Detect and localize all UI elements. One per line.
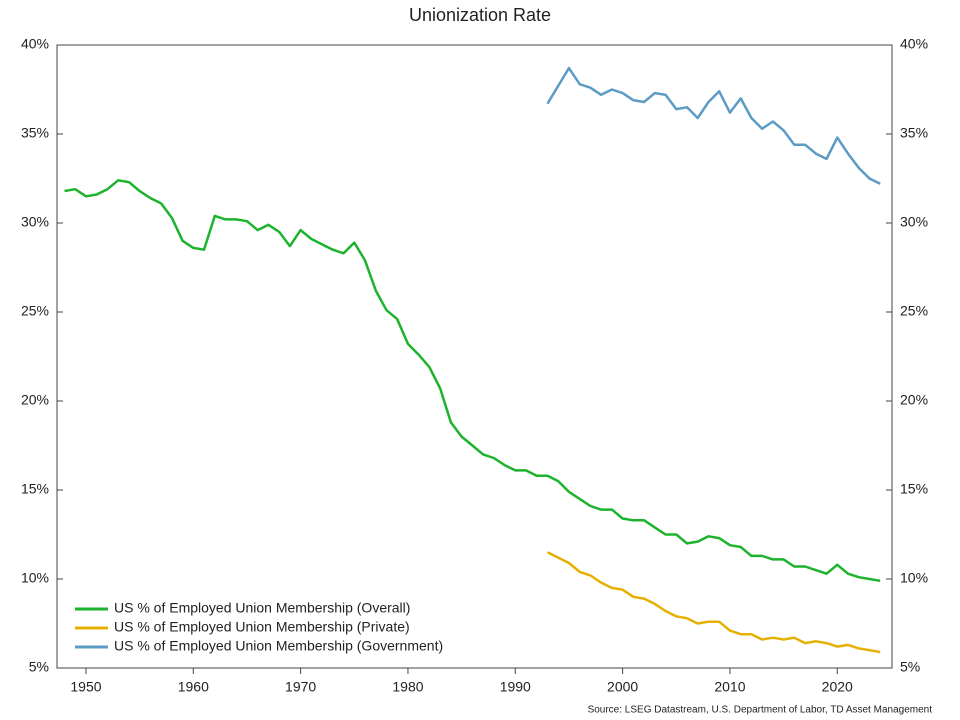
y2-tick-label: 5% — [900, 659, 920, 675]
x-tick-label: 2010 — [714, 679, 745, 695]
y-tick-label: 25% — [21, 303, 49, 319]
x-tick-label: 1970 — [285, 679, 316, 695]
x-tick-label: 1990 — [500, 679, 531, 695]
y-tick-label: 30% — [21, 214, 49, 230]
x-tick-label: 2020 — [822, 679, 853, 695]
plot-frame — [56, 44, 893, 669]
y2-tick-label: 40% — [900, 36, 928, 52]
series-line — [546, 66, 881, 185]
x-tick-label: 2000 — [607, 679, 638, 695]
y2-tick-label: 25% — [900, 303, 928, 319]
y-tick-label: 10% — [21, 570, 49, 586]
series-line — [64, 179, 881, 583]
y2-tick-label: 35% — [900, 125, 928, 141]
series-line — [546, 551, 881, 654]
y-tick-label: 40% — [21, 36, 49, 52]
legend-label: US % of Employed Union Membership (Overa… — [114, 600, 410, 616]
y-tick-label: 20% — [21, 392, 49, 408]
y-tick-label: 15% — [21, 481, 49, 497]
y2-tick-label: 15% — [900, 481, 928, 497]
y2-tick-label: 10% — [900, 570, 928, 586]
x-tick-label: 1960 — [178, 679, 209, 695]
x-tick-label: 1980 — [392, 679, 423, 695]
legend-label: US % of Employed Union Membership (Priva… — [114, 619, 410, 635]
y2-tick-label: 20% — [900, 392, 928, 408]
y-tick-label: 5% — [29, 659, 49, 675]
y-tick-label: 35% — [21, 125, 49, 141]
chart-title: Unionization Rate — [409, 5, 551, 25]
source-note: Source: LSEG Datastream, U.S. Department… — [588, 705, 933, 716]
x-tick-label: 1950 — [70, 679, 101, 695]
y2-tick-label: 30% — [900, 214, 928, 230]
legend-label: US % of Employed Union Membership (Gover… — [114, 638, 443, 654]
